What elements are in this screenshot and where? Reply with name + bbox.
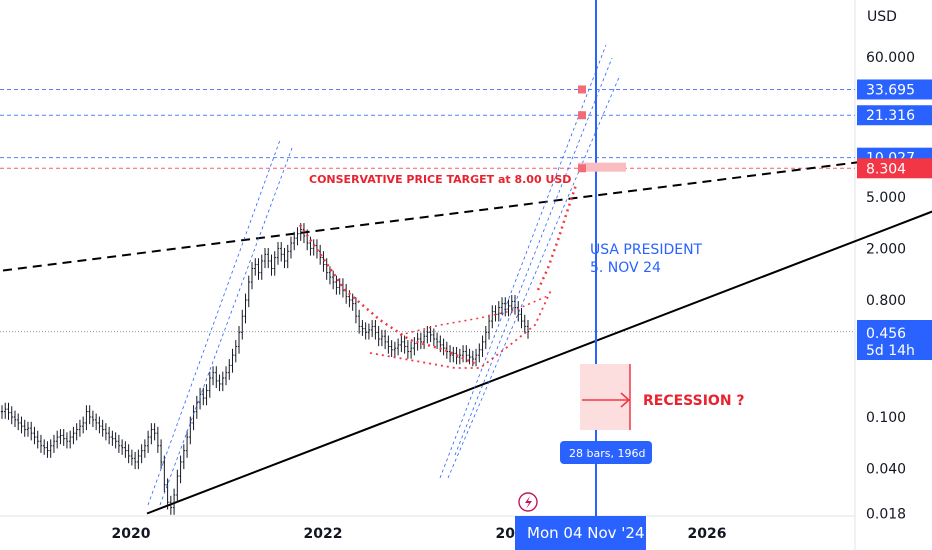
cursor-date-label: Mon 04 Nov '24 bbox=[515, 516, 646, 550]
y-tick-label: 0.100 bbox=[866, 410, 906, 426]
target-zone bbox=[578, 162, 626, 172]
lightning-event-icon[interactable] bbox=[518, 492, 538, 512]
channel-line bbox=[159, 147, 293, 506]
price-label-box bbox=[857, 158, 932, 179]
president-annotation-line1: USA PRESIDENT bbox=[590, 242, 703, 258]
current-price-value: 0.456 bbox=[866, 326, 906, 342]
channel-line bbox=[447, 74, 621, 479]
recession-annotation: RECESSION ? bbox=[643, 393, 745, 409]
price-label-text: 33.695 bbox=[866, 82, 915, 98]
price-label-text: 8.304 bbox=[866, 161, 906, 177]
range-measure-label: 28 bars, 196d bbox=[560, 441, 652, 464]
support-trendline bbox=[146, 210, 932, 515]
price-label-box bbox=[857, 79, 932, 100]
drawings bbox=[147, 0, 631, 516]
range-measure-text: 28 bars, 196d bbox=[569, 447, 645, 460]
cup-dotted-path bbox=[369, 287, 553, 369]
recession-arrow-head bbox=[620, 392, 631, 408]
level-marker bbox=[578, 164, 586, 173]
bar-countdown: 5d 14h bbox=[866, 343, 915, 359]
current-price-label: 0.456 5d 14h bbox=[857, 320, 932, 360]
level-marker bbox=[578, 85, 586, 94]
y-tick-label: 5.000 bbox=[866, 190, 906, 206]
price-target-annotation: CONSERVATIVE PRICE TARGET at 8.00 USD bbox=[309, 173, 571, 186]
y-tick-label: 60.000 bbox=[866, 50, 915, 66]
price-label-box bbox=[857, 105, 932, 126]
resistance-trendline bbox=[2, 151, 932, 272]
channel-line bbox=[147, 139, 281, 506]
x-tick-label: 2022 bbox=[304, 526, 343, 542]
x-tick-label: 2020 bbox=[112, 526, 151, 542]
decline-dotted-path bbox=[298, 224, 479, 367]
currency-label[interactable]: USD bbox=[867, 9, 897, 25]
president-annotation-line2: 5. NOV 24 bbox=[590, 260, 661, 276]
trendlines bbox=[2, 151, 932, 515]
y-tick-label: 0.800 bbox=[866, 293, 906, 309]
level-marker bbox=[578, 111, 586, 120]
horizontal-levels bbox=[0, 88, 855, 333]
y-tick-label: 0.040 bbox=[866, 462, 906, 478]
recession-zone bbox=[580, 364, 630, 430]
cursor-date-text: Mon 04 Nov '24 bbox=[527, 524, 645, 542]
y-axis-ticks: 60.000 5.000 2.000 0.800 0.100 0.040 0.018 bbox=[866, 50, 915, 523]
y-tick-label: 0.018 bbox=[866, 507, 906, 523]
y-tick-label: 2.000 bbox=[866, 241, 906, 257]
x-tick-label: 2026 bbox=[688, 526, 727, 542]
price-label-text: 21.316 bbox=[866, 108, 915, 124]
channel-line bbox=[454, 57, 613, 456]
candles bbox=[0, 223, 530, 515]
